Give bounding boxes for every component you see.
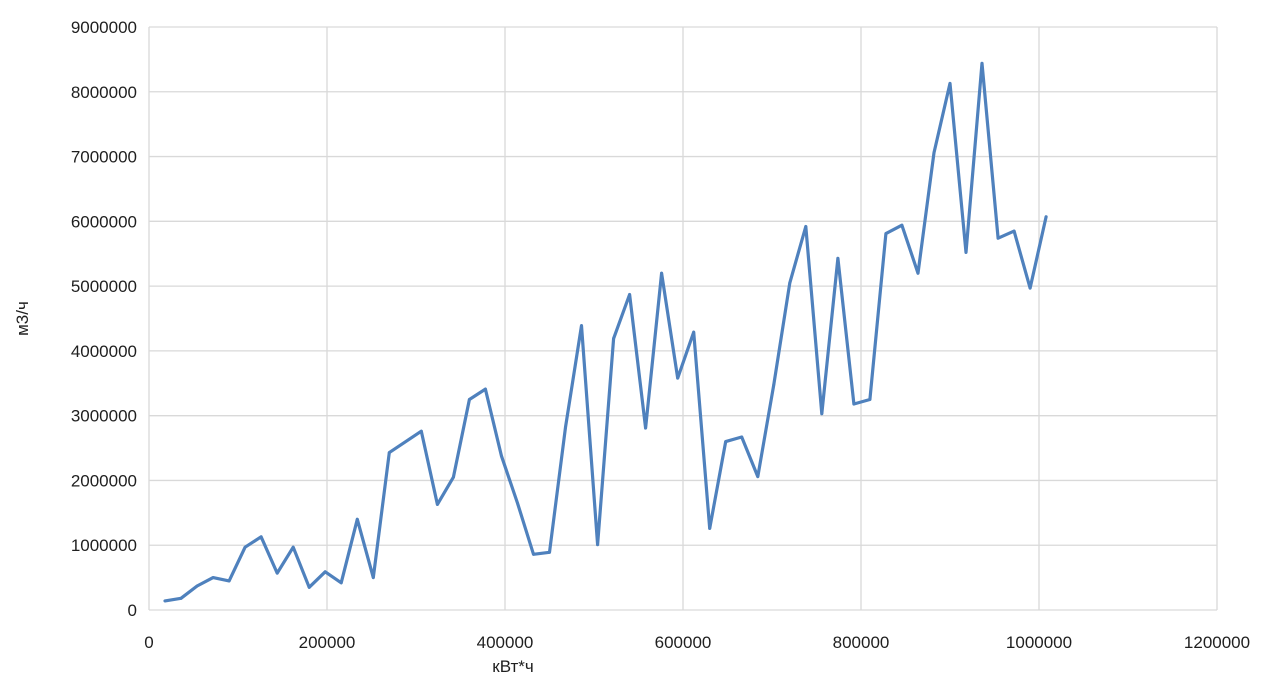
- y-tick-label: 2000000: [71, 471, 137, 490]
- data-point: [756, 475, 760, 478]
- data-point: [227, 579, 231, 583]
- x-tick-label: 200000: [299, 633, 356, 652]
- data-point: [355, 517, 359, 521]
- data-point: [323, 570, 327, 574]
- data-point: [644, 426, 648, 430]
- y-tick-label: 0: [128, 601, 137, 620]
- series-line: [163, 61, 1048, 603]
- data-point: [259, 535, 263, 539]
- data-point: [612, 337, 615, 340]
- data-point: [419, 429, 423, 433]
- data-point: [916, 271, 920, 275]
- data-point: [980, 61, 984, 65]
- x-tick-label: 0: [144, 633, 153, 652]
- data-point: [548, 550, 551, 554]
- y-axis-title: м3/ч: [13, 301, 32, 336]
- data-point: [1012, 229, 1016, 233]
- y-tick-label: 6000000: [71, 212, 137, 231]
- x-axis-ticks: 0 200000 400000 600000 800000 1000000 1200000: [144, 633, 1250, 652]
- data-point: [628, 293, 631, 296]
- data-point: [836, 256, 840, 260]
- y-axis-ticks: 0 1000000 2000000 3000000 4000000 5000000 6000…: [71, 18, 137, 620]
- data-point: [724, 440, 728, 443]
- y-tick-label: 5000000: [71, 277, 137, 296]
- data-point: [996, 236, 1000, 240]
- y-tick-label: 1000000: [71, 536, 137, 555]
- data-point: [243, 545, 247, 549]
- x-tick-label: 800000: [833, 633, 890, 652]
- x-tick-label: 600000: [655, 633, 712, 652]
- data-point: [708, 526, 712, 530]
- data-point: [788, 281, 792, 285]
- data-point: [948, 81, 952, 85]
- data-point: [339, 581, 343, 585]
- grid: [148, 26, 1218, 611]
- data-point: [435, 503, 439, 506]
- data-point: [868, 398, 872, 401]
- data-point: [676, 376, 680, 380]
- data-point: [852, 402, 856, 406]
- data-point: [804, 225, 808, 228]
- data-point: [932, 151, 936, 155]
- x-axis-title: кВт*ч: [492, 657, 533, 675]
- data-point: [516, 501, 519, 505]
- data-point: [900, 223, 904, 227]
- data-point: [275, 571, 279, 575]
- data-point: [772, 383, 776, 386]
- data-point: [532, 552, 535, 556]
- x-tick-label: 1200000: [1184, 633, 1250, 652]
- data-point: [596, 543, 599, 546]
- x-tick-label: 1000000: [1006, 633, 1072, 652]
- data-point: [195, 584, 199, 588]
- y-tick-label: 4000000: [71, 342, 137, 361]
- y-tick-label: 3000000: [71, 407, 137, 426]
- data-point: [163, 599, 167, 603]
- data-point: [500, 454, 503, 458]
- data-point: [820, 412, 824, 416]
- data-point: [291, 545, 295, 549]
- data-point: [179, 596, 183, 600]
- data-point: [660, 271, 664, 275]
- data-point: [740, 435, 744, 439]
- y-tick-label: 9000000: [71, 18, 137, 37]
- data-point: [964, 251, 968, 254]
- data-point: [1028, 286, 1032, 290]
- data-point: [211, 576, 215, 580]
- data-point: [484, 387, 487, 391]
- y-tick-label: 7000000: [71, 148, 137, 167]
- data-point: [307, 585, 311, 589]
- data-point: [884, 232, 888, 236]
- data-point: [451, 475, 455, 479]
- data-point: [468, 398, 471, 401]
- data-point: [692, 330, 696, 334]
- data-point: [580, 324, 583, 328]
- data-point: [371, 576, 375, 580]
- y-tick-label: 8000000: [71, 83, 137, 102]
- series-layer: [163, 61, 1048, 603]
- x-tick-label: 400000: [477, 633, 534, 652]
- data-point: [387, 451, 391, 454]
- data-point: [1044, 215, 1048, 219]
- data-point: [564, 425, 567, 429]
